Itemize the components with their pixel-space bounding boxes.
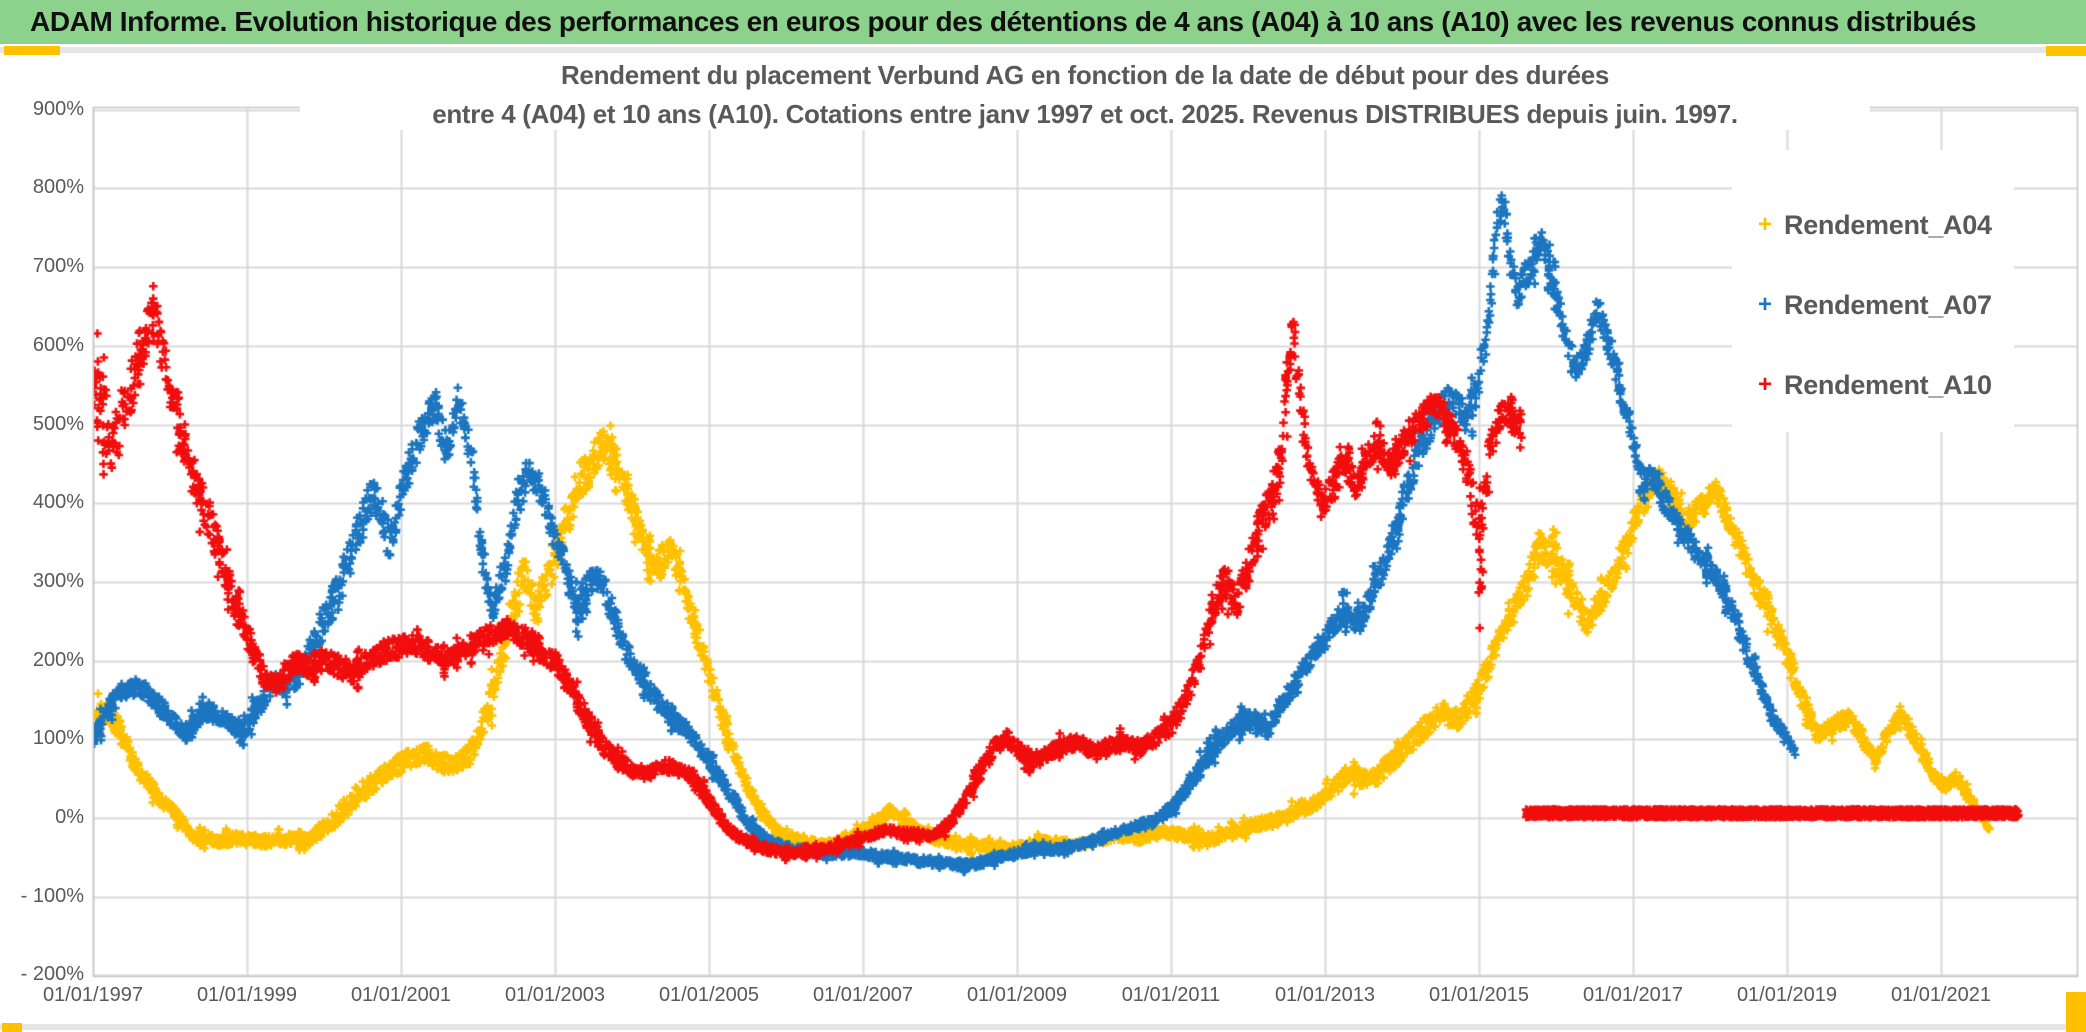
x-tick-label: 01/01/1999 xyxy=(196,984,298,1006)
chart-title-line2: entre 4 (A04) et 10 ans (A10). Cotations… xyxy=(432,99,1738,129)
x-tick-label: 01/01/2003 xyxy=(504,984,606,1006)
x-tick-label: 01/01/2015 xyxy=(1428,984,1530,1006)
y-tick-label: 200% xyxy=(32,648,84,671)
x-tick-label: 01/01/2019 xyxy=(1736,984,1838,1006)
x-tick-label: 01/01/2009 xyxy=(966,984,1068,1006)
legend-item-rendement_a07[interactable]: + Rendement_A07 xyxy=(1758,288,1992,322)
y-tick-label: - 100% xyxy=(20,884,84,907)
x-tick-label: 01/01/2021 xyxy=(1890,984,1992,1006)
legend-item-rendement_a10[interactable]: + Rendement_A10 xyxy=(1758,368,1992,402)
y-tick-label: 0% xyxy=(55,806,84,828)
y-tick-label: 500% xyxy=(32,412,84,435)
y-tick-label: 100% xyxy=(32,727,84,750)
x-tick-label: 01/01/2011 xyxy=(1121,984,1221,1006)
y-tick-label: 400% xyxy=(32,491,84,514)
legend-label: Rendement_A10 xyxy=(1784,369,1992,400)
x-tick-label: 01/01/2017 xyxy=(1582,984,1684,1006)
chart-title-line1: Rendement du placement Verbund AG en fon… xyxy=(560,60,1610,90)
chart-legend: + Rendement_A04 + Rendement_A07 + Rendement_A… xyxy=(1732,150,2014,432)
y-tick-label: - 200% xyxy=(20,963,84,986)
chart-title: Rendement du placement Verbund AG en fon… xyxy=(300,60,1870,130)
legend-label: Rendement_A04 xyxy=(1784,209,1992,240)
plus-marker-icon: + xyxy=(1758,291,1773,318)
x-tick-label: 01/01/2013 xyxy=(1274,984,1376,1006)
x-tick-label: 01/01/2007 xyxy=(812,984,914,1006)
x-tick-label: 01/01/2005 xyxy=(658,984,760,1006)
y-tick-label: 900% xyxy=(32,97,84,120)
plus-marker-icon: + xyxy=(1758,211,1773,238)
y-tick-label: 800% xyxy=(32,176,84,199)
x-tick-label: 01/01/2001 xyxy=(350,984,452,1006)
legend-label: Rendement_A07 xyxy=(1784,289,1992,320)
y-tick-label: 700% xyxy=(32,255,84,278)
plus-marker-icon: + xyxy=(1758,371,1773,398)
legend-item-rendement_a04[interactable]: + Rendement_A04 xyxy=(1758,208,1992,242)
bottom-right-accent xyxy=(2066,992,2086,1032)
y-tick-label: 600% xyxy=(32,333,84,356)
x-tick-label: 01/01/1997 xyxy=(42,984,144,1006)
y-tick-label: 300% xyxy=(32,569,84,592)
